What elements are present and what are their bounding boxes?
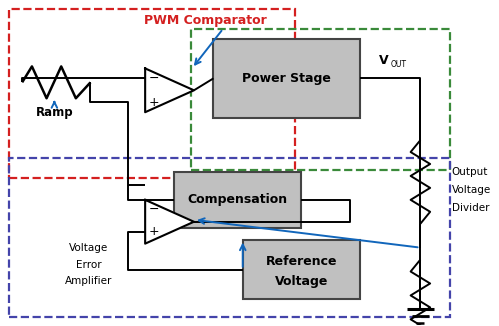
Text: Reference: Reference bbox=[265, 255, 337, 268]
Bar bbox=[191, 29, 450, 170]
Text: +: + bbox=[149, 225, 159, 238]
Text: Output: Output bbox=[452, 167, 488, 177]
Text: Compensation: Compensation bbox=[188, 193, 288, 206]
Text: Divider: Divider bbox=[452, 203, 489, 213]
Text: +: + bbox=[149, 96, 159, 109]
Text: Voltage: Voltage bbox=[452, 185, 491, 195]
Bar bbox=[8, 158, 450, 317]
Text: Amplifier: Amplifier bbox=[65, 276, 112, 287]
Bar bbox=[8, 9, 295, 178]
Text: Power Stage: Power Stage bbox=[242, 72, 331, 85]
Text: Voltage: Voltage bbox=[274, 275, 328, 288]
Text: −: − bbox=[149, 203, 159, 216]
Bar bbox=[175, 172, 301, 228]
Text: −: − bbox=[149, 72, 159, 85]
Bar bbox=[243, 240, 360, 299]
Text: Ramp: Ramp bbox=[35, 106, 73, 119]
Text: Voltage: Voltage bbox=[69, 243, 108, 253]
Text: PWM Comparator: PWM Comparator bbox=[144, 14, 267, 27]
Bar bbox=[214, 38, 360, 118]
Polygon shape bbox=[145, 200, 194, 244]
Text: OUT: OUT bbox=[391, 60, 407, 69]
Text: V: V bbox=[378, 54, 388, 67]
Text: Error: Error bbox=[76, 259, 101, 270]
Polygon shape bbox=[145, 68, 194, 112]
